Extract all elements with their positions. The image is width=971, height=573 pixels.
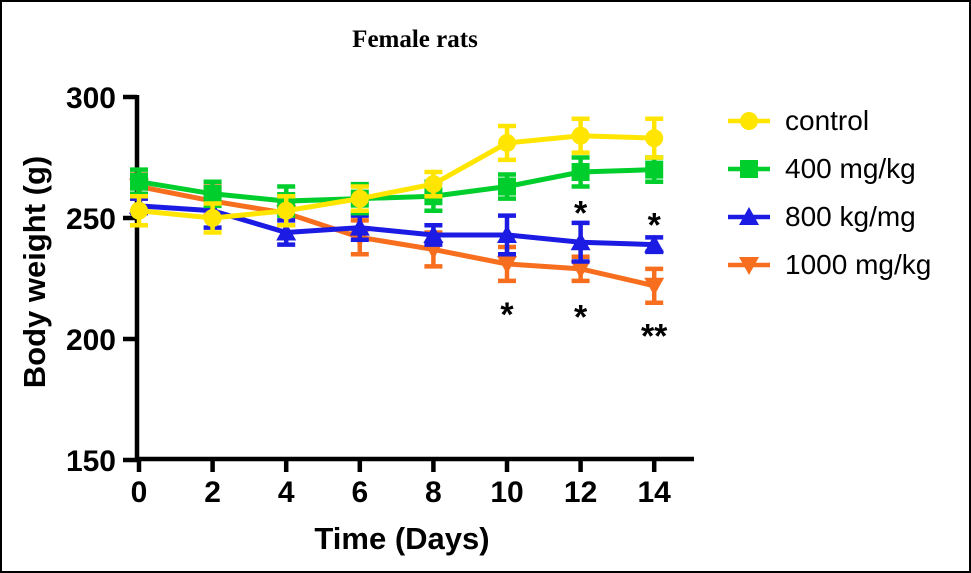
series-control: [130, 116, 664, 235]
data-point-triangle-up: [739, 207, 759, 225]
data-point-triangle-up: [276, 222, 297, 241]
significance-marker: **: [641, 318, 668, 356]
data-point-square: [130, 172, 148, 191]
series-line: [138, 133, 655, 221]
data-point-circle: [130, 201, 148, 220]
data-point-triangle-up: [349, 217, 370, 236]
x-tick-label: 2: [204, 476, 221, 509]
data-point-circle: [645, 129, 664, 148]
data-point-triangle-down: [739, 257, 759, 275]
series-line: [138, 184, 655, 289]
x-tick-label: 10: [490, 476, 523, 509]
data-point-square: [571, 163, 590, 182]
data-point-square: [740, 160, 758, 178]
legend-item-control: control: [726, 97, 931, 145]
data-point-triangle-down: [644, 277, 665, 296]
data-point-circle: [571, 126, 590, 145]
data-point-triangle-down: [570, 260, 591, 279]
x-axis-label: Time (Days): [314, 521, 490, 556]
circle-marker-icon: [728, 112, 770, 130]
x-tick-label: 14: [638, 476, 672, 509]
y-tick-label: 150: [66, 445, 116, 478]
legend-label: control: [785, 105, 870, 136]
data-point-square: [645, 160, 664, 179]
legend-item-800-kg-mg: 800 kg/mg: [726, 193, 931, 241]
legend-label: 400 mg/kg: [785, 153, 916, 184]
data-point-triangle-up: [570, 232, 591, 251]
axes: 150 200 250 300 0 2 4 6 8 10 12 14: [66, 82, 694, 509]
legend-item-1000-mg-kg: 1000 mg/kg: [726, 241, 931, 289]
x-tick-label: 4: [278, 476, 295, 509]
square-marker-icon: [728, 160, 770, 178]
data-point-triangle-up: [497, 224, 517, 243]
significance-marker: *: [574, 298, 588, 336]
y-tick-label: 300: [66, 82, 116, 115]
chart-title: Female rats: [352, 26, 478, 53]
y-tick-label: 250: [66, 203, 116, 236]
data-point-square: [498, 177, 516, 196]
legend-label: 1000 mg/kg: [785, 249, 932, 280]
significance-marker: *: [574, 194, 588, 232]
triangle-up-marker-icon: [728, 207, 770, 225]
data-point-square: [203, 184, 222, 203]
legend: control 400 mg/kg 800 kg/mg 1000 mg/kg: [726, 97, 931, 289]
significance-marker: *: [500, 296, 514, 334]
x-tick-label: 0: [131, 476, 148, 509]
significance-marker: *: [648, 206, 662, 244]
data-point-circle: [350, 189, 369, 208]
data-point-circle: [424, 175, 443, 194]
x-tick-label: 6: [351, 476, 368, 509]
data-point-triangle-up: [423, 224, 444, 243]
y-tick-label: 200: [66, 324, 116, 357]
data-point-circle: [498, 133, 516, 152]
data-point-triangle-down: [497, 255, 517, 274]
data-point-circle: [740, 112, 758, 130]
x-tick-label: 8: [425, 476, 442, 509]
series-line: [138, 167, 655, 204]
data-point-circle: [203, 209, 222, 227]
legend-label: 800 kg/mg: [785, 201, 916, 232]
data-point-circle: [277, 201, 296, 220]
x-tick-label: 12: [564, 476, 597, 509]
legend-item-400-mg-kg: 400 mg/kg: [726, 145, 931, 193]
data-point-triangle-up: [644, 234, 665, 253]
triangle-down-marker-icon: [728, 257, 770, 275]
